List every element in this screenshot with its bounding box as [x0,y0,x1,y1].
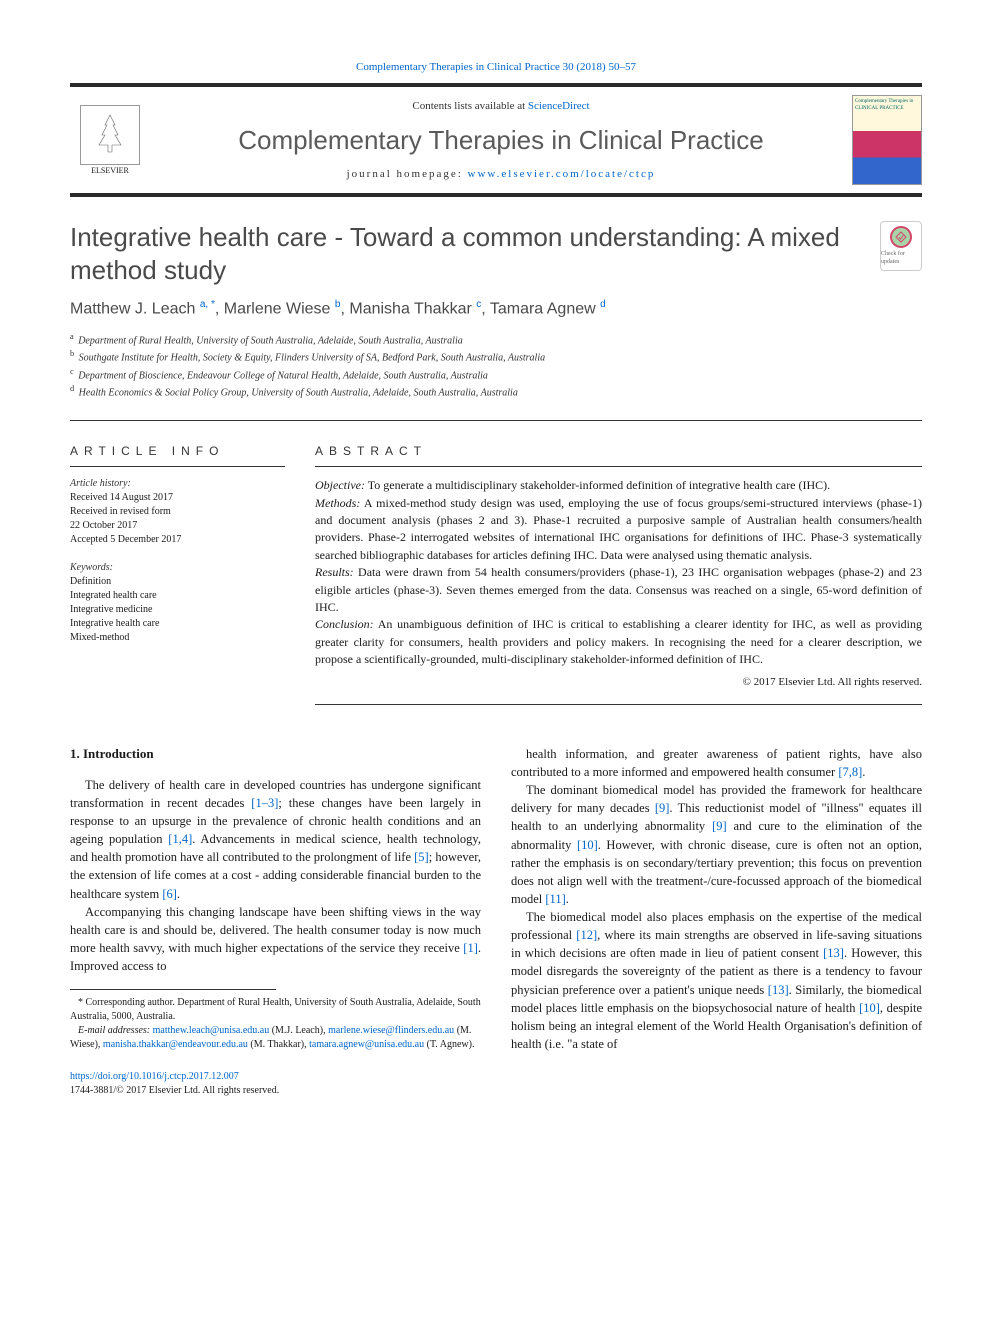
email-label: E-mail addresses: [78,1025,150,1036]
body-paragraph: The biomedical model also places emphasi… [511,908,922,1053]
cover-title: Complementary Therapies in CLINICAL PRAC… [855,98,919,112]
affiliations: a Department of Rural Health, University… [70,331,922,400]
objective-text: To generate a multidisciplinary stakehol… [365,478,830,492]
right-column: health information, and greater awarenes… [511,745,922,1098]
doi-link[interactable]: https://doi.org/10.1016/j.ctcp.2017.12.0… [70,1071,239,1082]
sciencedirect-link[interactable]: ScienceDirect [528,100,590,112]
keyword-item: Integrative health care [70,617,285,631]
article-info-heading: ARTICLE INFO [70,443,285,467]
results-label: Results: [315,565,354,579]
abstract-copyright: © 2017 Elsevier Ltd. All rights reserved… [315,675,922,705]
corresponding-author-note: * Corresponding author. Department of Ru… [70,996,481,1024]
footnote-separator [70,989,276,990]
affiliation-line: c Department of Bioscience, Endeavour Co… [70,366,922,383]
affiliation-line: a Department of Rural Health, University… [70,331,922,348]
received-date: Received 14 August 2017 [70,491,285,505]
body-paragraph: health information, and greater awarenes… [511,745,922,781]
authors-line: Matthew J. Leach a, *, Marlene Wiese b, … [70,298,922,321]
introduction-heading: 1. Introduction [70,745,481,764]
homepage-line: journal homepage: www.elsevier.com/locat… [162,167,840,182]
left-column: 1. Introduction The delivery of health c… [70,745,481,1098]
body-paragraph: Accompanying this changing landscape hav… [70,903,481,976]
contents-line: Contents lists available at ScienceDirec… [162,99,840,114]
journal-cover-thumbnail: Complementary Therapies in CLINICAL PRAC… [852,95,922,185]
publisher-logo: ELSEVIER [70,95,150,185]
abstract-heading: ABSTRACT [315,443,922,467]
objective-label: Objective: [315,478,365,492]
conclusion-text: An unambiguous definition of IHC is crit… [315,617,922,666]
keyword-item: Integrative medicine [70,603,285,617]
doi-block: https://doi.org/10.1016/j.ctcp.2017.12.0… [70,1070,481,1098]
email-addresses: E-mail addresses: matthew.leach@unisa.ed… [70,1024,481,1052]
revised-line2: 22 October 2017 [70,519,285,533]
history-label: Article history: [70,477,285,491]
article-title: Integrative health care - Toward a commo… [70,221,864,286]
contents-prefix: Contents lists available at [412,100,527,112]
keywords-list: DefinitionIntegrated health careIntegrat… [70,575,285,645]
abstract-column: ABSTRACT Objective: To generate a multid… [315,421,922,704]
abstract-text: Objective: To generate a multidisciplina… [315,477,922,668]
keyword-item: Integrated health care [70,589,285,603]
homepage-prefix: journal homepage: [347,168,468,180]
journal-title: Complementary Therapies in Clinical Prac… [162,122,840,158]
methods-text: A mixed-method study design was used, em… [315,496,922,562]
homepage-link[interactable]: www.elsevier.com/locate/ctcp [468,168,656,180]
methods-label: Methods: [315,496,360,510]
body-paragraph: The delivery of health care in developed… [70,776,481,903]
citation-header: Complementary Therapies in Clinical Prac… [70,60,922,75]
accepted-date: Accepted 5 December 2017 [70,533,285,547]
results-text: Data were drawn from 54 health consumers… [315,565,922,614]
article-info-column: ARTICLE INFO Article history: Received 1… [70,421,285,704]
journal-header: ELSEVIER Contents lists available at Sci… [70,83,922,197]
keyword-item: Definition [70,575,285,589]
crossmark-badge[interactable]: Check for updates [880,221,922,271]
publisher-name: ELSEVIER [91,165,129,176]
affiliation-line: d Health Economics & Social Policy Group… [70,383,922,400]
body-paragraph: The dominant biomedical model has provid… [511,781,922,908]
elsevier-tree-icon [80,105,140,165]
affiliation-line: b Southgate Institute for Health, Societ… [70,348,922,365]
keywords-label: Keywords: [70,561,285,575]
conclusion-label: Conclusion: [315,617,374,631]
revised-line1: Received in revised form [70,505,285,519]
crossmark-icon [890,226,912,248]
keyword-item: Mixed-method [70,631,285,645]
crossmark-label: Check for updates [881,250,921,267]
issn-copyright: 1744-3881/© 2017 Elsevier Ltd. All right… [70,1085,279,1096]
